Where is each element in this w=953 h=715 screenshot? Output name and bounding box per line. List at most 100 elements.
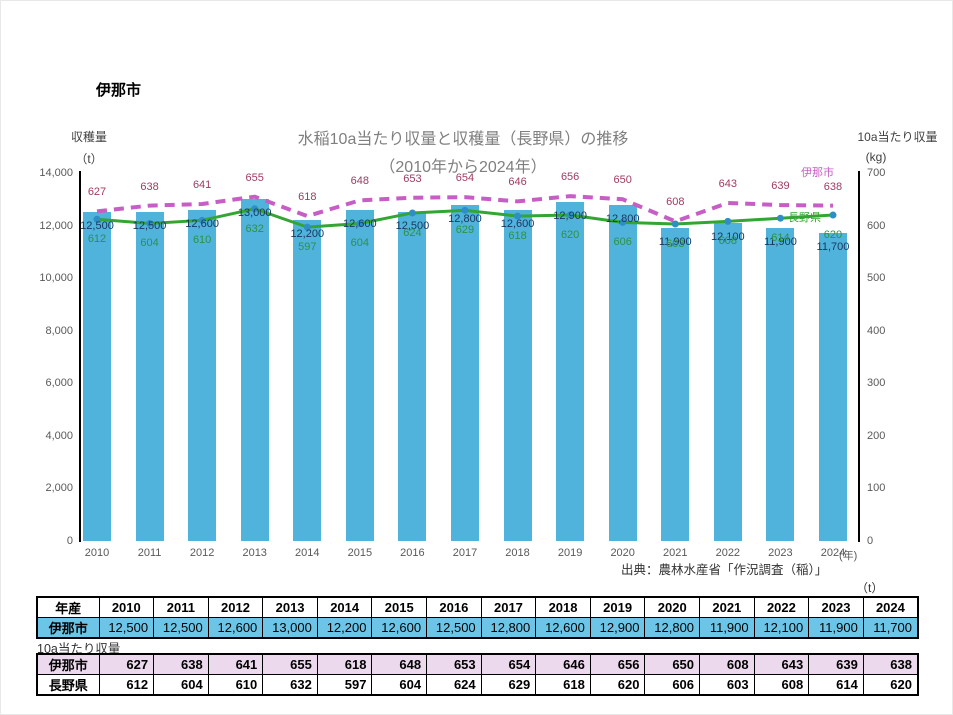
marker-長野県-2024: [829, 211, 837, 219]
harvest-year-2017: 2017: [480, 596, 537, 618]
label-ina-yield-2023: 639: [771, 180, 790, 193]
yield-ina-2017: 654: [480, 653, 537, 675]
label-ina-yield-2024: 638: [823, 180, 843, 193]
left-axis-tick: 0: [66, 535, 73, 547]
yield-nagano-2018: 618: [535, 674, 591, 696]
label-nagano-yield-2016: 624: [403, 226, 422, 239]
page-heading: 伊那市: [96, 82, 142, 99]
yield-ina-2024: 638: [862, 653, 919, 675]
harvest-year-2018: 2018: [535, 596, 591, 618]
label-harvest-2015: 12,600: [343, 217, 377, 230]
x-axis-label-2024: 2024: [820, 547, 846, 559]
x-axis-label-2020: 2020: [610, 547, 635, 559]
label-ina-yield-2011: 638: [140, 180, 159, 193]
harvest-value-2012: 12,600: [207, 617, 264, 639]
harvest-value-2019: 12,900: [589, 617, 646, 639]
harvest-value-2011: 12,500: [153, 617, 209, 639]
yield-ina-2014: 618: [316, 653, 373, 675]
yield-nagano-2014: 597: [316, 674, 373, 696]
yield-nagano-2010: 612: [98, 674, 155, 696]
x-axis-label-2022: 2022: [715, 547, 741, 559]
left-axis-line: [79, 171, 81, 542]
yield-ina-2018: 646: [535, 653, 591, 675]
harvest-year-2015: 2015: [371, 596, 428, 618]
x-axis-label-2013: 2013: [242, 547, 267, 559]
label-ina-yield-2015: 648: [350, 175, 370, 188]
yield-nagano-2023: 614: [808, 674, 864, 696]
harvest-year-2020: 2020: [644, 596, 701, 618]
label-ina-yield-2021: 608: [666, 196, 685, 209]
label-harvest-2013: 13,000: [237, 207, 272, 220]
yield-nagano-2024: 620: [862, 674, 919, 696]
harvest-year-2021: 2021: [699, 596, 755, 618]
yield-nagano-2020: 606: [644, 674, 701, 696]
harvest-value-2022: 12,100: [753, 617, 810, 639]
yield-nagano-2016: 624: [426, 674, 482, 696]
x-axis-label-2012: 2012: [189, 547, 215, 559]
series-label-ina: 伊那市: [801, 167, 834, 179]
yield-ina-2016: 653: [426, 653, 482, 675]
right-axis-line: [858, 171, 860, 542]
yield-nagano-2013: 632: [262, 674, 318, 696]
yield-ina-2019: 656: [589, 653, 646, 675]
label-nagano-yield-2023: 614: [771, 232, 790, 245]
harvest-table-data-row: 伊那市 12,500 12,500 12,600 13,000 12,200 12,600 1…: [36, 617, 919, 639]
left-axis-tick: 6,000: [45, 377, 73, 390]
label-harvest-2010: 12,500: [80, 220, 114, 233]
label-nagano-yield-2010: 612: [87, 233, 107, 246]
label-harvest-2024: 11,700: [816, 241, 850, 254]
label-ina-yield-2016: 653: [403, 172, 422, 185]
x-axis-label-2016: 2016: [400, 547, 425, 559]
yield-ina-2010: 627: [98, 653, 155, 675]
right-axis-tick: 200: [867, 429, 886, 442]
x-axis-label-2021: 2021: [663, 547, 688, 559]
bar-2013: [240, 199, 269, 541]
left-axis-tick: 2,000: [45, 482, 73, 495]
harvest-year-2016: 2016: [426, 596, 482, 618]
label-nagano-yield-2024: 620: [823, 229, 843, 242]
label-nagano-yield-2012: 610: [192, 234, 212, 247]
bar-2010: [83, 212, 111, 541]
bar-2018: [503, 209, 532, 541]
x-axis-unit: (年): [839, 550, 858, 562]
right-axis-tick: 100: [867, 482, 886, 495]
harvest-value-2020: 12,800: [644, 617, 701, 639]
label-harvest-2011: 12,500: [132, 220, 167, 233]
label-ina-yield-2013: 655: [245, 171, 264, 184]
harvest-value-2015: 12,600: [371, 617, 428, 639]
label-ina-yield-2017: 654: [455, 172, 475, 185]
yield-row-label-ina: 伊那市: [36, 653, 100, 675]
bar-2015: [345, 209, 374, 541]
harvest-year-2023: 2023: [808, 596, 864, 618]
harvest-value-2018: 12,600: [535, 617, 591, 639]
label-harvest-2022: 12,100: [711, 230, 745, 243]
harvest-year-2014: 2014: [316, 596, 373, 618]
bar-2022: [713, 222, 742, 541]
yield-nagano-2015: 604: [371, 674, 428, 696]
harvest-table-unit: （t）: [856, 581, 884, 595]
right-axis-unit: (kg): [865, 150, 887, 164]
bar-2019: [556, 201, 585, 541]
marker-長野県-2023: [776, 214, 784, 222]
label-ina-yield-2018: 646: [508, 176, 527, 189]
x-axis-label-2018: 2018: [505, 547, 530, 559]
yield-nagano-2019: 620: [589, 674, 646, 696]
right-axis-title: 10a当たり収量: [857, 130, 938, 144]
label-nagano-yield-2013: 632: [245, 222, 264, 235]
bar-2021: [661, 228, 690, 541]
harvest-value-2013: 13,000: [262, 617, 318, 639]
chart-title-line1: 水稲10a当たり収量と収穫量（長野県）の推移: [297, 131, 629, 148]
harvest-year-2013: 2013: [262, 596, 318, 618]
yield-row-label-nagano: 長野県: [36, 674, 100, 696]
x-axis-label-2015: 2015: [347, 547, 373, 559]
combo-chart: 14,000 12,000 10,000 8,000 6,000 4,000 2,000 0 7…: [1, 1, 952, 596]
label-ina-yield-2010: 627: [87, 186, 107, 199]
harvest-row-label: 伊那市: [36, 617, 100, 639]
yield-ina-2023: 639: [808, 653, 864, 675]
label-harvest-2014: 12,200: [290, 228, 325, 241]
bar-2011: [135, 212, 164, 541]
label-harvest-2017: 12,800: [448, 212, 482, 225]
label-harvest-2020: 12,800: [605, 212, 640, 225]
harvest-table-header-row: 年産 2010 2011 2012 2013 2014 2015 2016 2017 2018 20…: [36, 596, 919, 618]
x-axis-label-2023: 2023: [768, 547, 793, 559]
